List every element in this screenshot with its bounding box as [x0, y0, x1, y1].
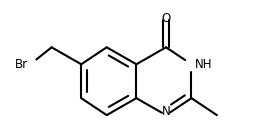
- Text: O: O: [161, 12, 171, 25]
- Text: Br: Br: [15, 58, 28, 71]
- Text: N: N: [162, 105, 170, 118]
- Text: NH: NH: [195, 58, 213, 71]
